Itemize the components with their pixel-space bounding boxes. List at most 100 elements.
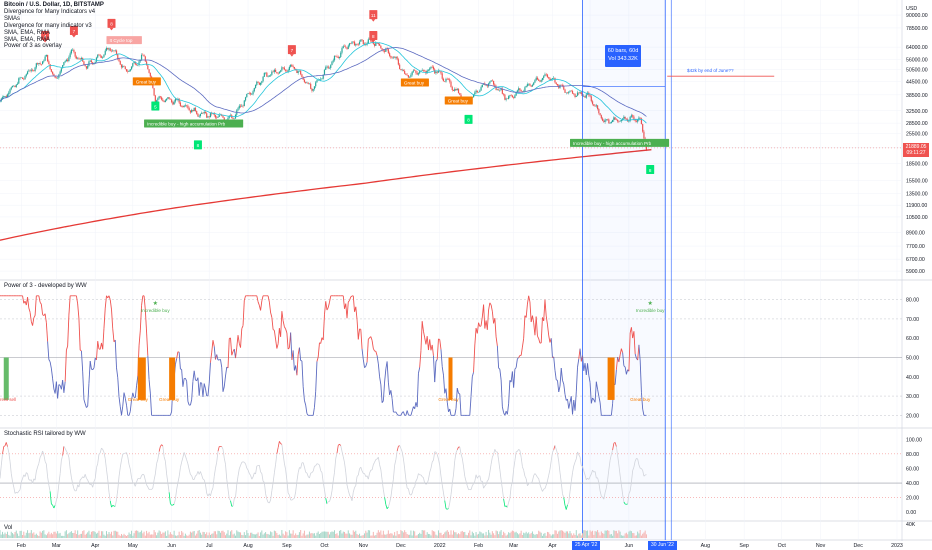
- power3-segment: [268, 302, 272, 313]
- volume-bar: [431, 530, 433, 538]
- candle-body: [474, 92, 476, 95]
- power3-segment: [261, 295, 264, 302]
- annotation-box: [400, 78, 429, 87]
- candle-body: [506, 98, 508, 100]
- volume-bar: [268, 534, 270, 538]
- power3-segment: [402, 411, 406, 416]
- volume-bar: [238, 532, 240, 538]
- volume-bar: [196, 533, 198, 538]
- power3-line: [0, 295, 647, 416]
- stoch-segment: [509, 486, 512, 499]
- candle-body: [637, 119, 639, 122]
- measure-vol: Vol 343.32K: [608, 56, 638, 62]
- candle-body: [134, 61, 136, 65]
- stoch-segment: [47, 476, 50, 486]
- candle-body: [534, 80, 536, 83]
- date-marker-start[interactable]: 25 Apr '22: [572, 541, 601, 550]
- measure-box[interactable]: 60 bars, 60d Vol 343.32K: [605, 45, 641, 67]
- stoch-segment: [158, 446, 161, 452]
- volume-bar: [74, 530, 76, 538]
- candle-body: [155, 100, 158, 103]
- legend-line[interactable]: SMA, EMA, RMA: [4, 29, 51, 36]
- stoch-segment: [511, 469, 515, 482]
- volume-bar: [450, 530, 452, 538]
- candle-body: [549, 78, 551, 81]
- volume-bar: [18, 535, 20, 538]
- power3-segment: [316, 356, 319, 362]
- stoch-segment: [116, 489, 119, 500]
- stoch-segment: [122, 453, 125, 455]
- power3-title[interactable]: Power of 3 - developed by WW: [4, 283, 87, 289]
- legend-line[interactable]: Power of 3 as overlay: [4, 43, 62, 50]
- stoch-segment: [17, 490, 20, 494]
- candle-body: [619, 121, 621, 122]
- candle-body: [544, 74, 546, 77]
- stoch-segment: [176, 482, 179, 490]
- volume-bar: [75, 534, 77, 538]
- candle-body: [380, 45, 382, 49]
- stoch-segment: [331, 480, 334, 491]
- candle-body: [188, 108, 190, 111]
- date-marker-end[interactable]: 30 Jun '22: [648, 541, 677, 550]
- volume-bar: [241, 534, 243, 538]
- volume-bar: [228, 535, 230, 538]
- stoch-segment: [59, 460, 62, 474]
- candle-body: [137, 64, 139, 66]
- legend-line[interactable]: SMAs: [4, 15, 21, 22]
- power3-segment: [470, 376, 473, 397]
- annotation-label: $42k by end of June??: [687, 68, 734, 73]
- stoch-segment: [319, 465, 322, 471]
- candle-body: [385, 48, 387, 52]
- volume-bar: [123, 533, 125, 538]
- volume-bar: [283, 535, 285, 538]
- power3-segment: [361, 348, 364, 360]
- stoch-title[interactable]: Stochastic RSI tailored by WW: [4, 431, 86, 437]
- volume-bar: [534, 534, 536, 538]
- candle-body: [273, 69, 275, 72]
- stoch-segment: [563, 497, 566, 506]
- signal-marker-tip: [43, 40, 48, 43]
- symbol-title[interactable]: Bitcoin / U.S. Dollar, 1D, BITSTAMP: [4, 2, 104, 8]
- stoch-segment: [45, 464, 49, 477]
- volume-bar: [22, 534, 24, 538]
- volume-bar: [182, 532, 184, 538]
- volume-bar: [55, 533, 57, 538]
- volume-bar: [67, 534, 69, 538]
- stoch-segment: [341, 451, 344, 457]
- legend-line[interactable]: SMA, EMA, RMA: [4, 36, 51, 43]
- candle-body: [50, 69, 52, 72]
- stoch-segment: [3, 445, 6, 447]
- power3-segment: [382, 381, 386, 401]
- candle-body: [297, 71, 299, 74]
- candle-body: [77, 58, 79, 59]
- month-tick: Feb: [474, 543, 483, 549]
- volume-bar: [560, 530, 562, 538]
- stoch-segment: [69, 468, 72, 478]
- stoch-segment: [167, 482, 170, 493]
- candle-body: [575, 95, 577, 97]
- stoch-segment: [287, 492, 290, 496]
- candle-body: [518, 88, 520, 91]
- stoch-segment: [235, 484, 238, 498]
- power3-segment: [384, 368, 387, 383]
- power3-segment: [143, 295, 146, 310]
- power3-segment: [376, 355, 379, 364]
- stoch-segment: [484, 484, 487, 487]
- candle-body: [214, 115, 217, 118]
- stoch-segment: [450, 483, 453, 495]
- volume-bar: [187, 535, 189, 538]
- candle-body: [186, 105, 188, 106]
- candle-body: [102, 56, 104, 58]
- volume-title[interactable]: Vol: [4, 525, 13, 531]
- legend-line[interactable]: Divergence for many indicator v3: [4, 22, 92, 29]
- power3-segment: [473, 345, 476, 373]
- stoch-segment: [215, 461, 218, 469]
- volume-bar: [178, 531, 180, 538]
- power3-segment: [622, 352, 625, 366]
- volume-bar: [464, 531, 466, 538]
- volume-bar: [15, 530, 17, 538]
- candle-body: [419, 71, 421, 74]
- legend-line[interactable]: Divergence for Many Indicators v4: [4, 8, 96, 15]
- volume-bar: [142, 533, 144, 538]
- volume-bar: [100, 531, 102, 538]
